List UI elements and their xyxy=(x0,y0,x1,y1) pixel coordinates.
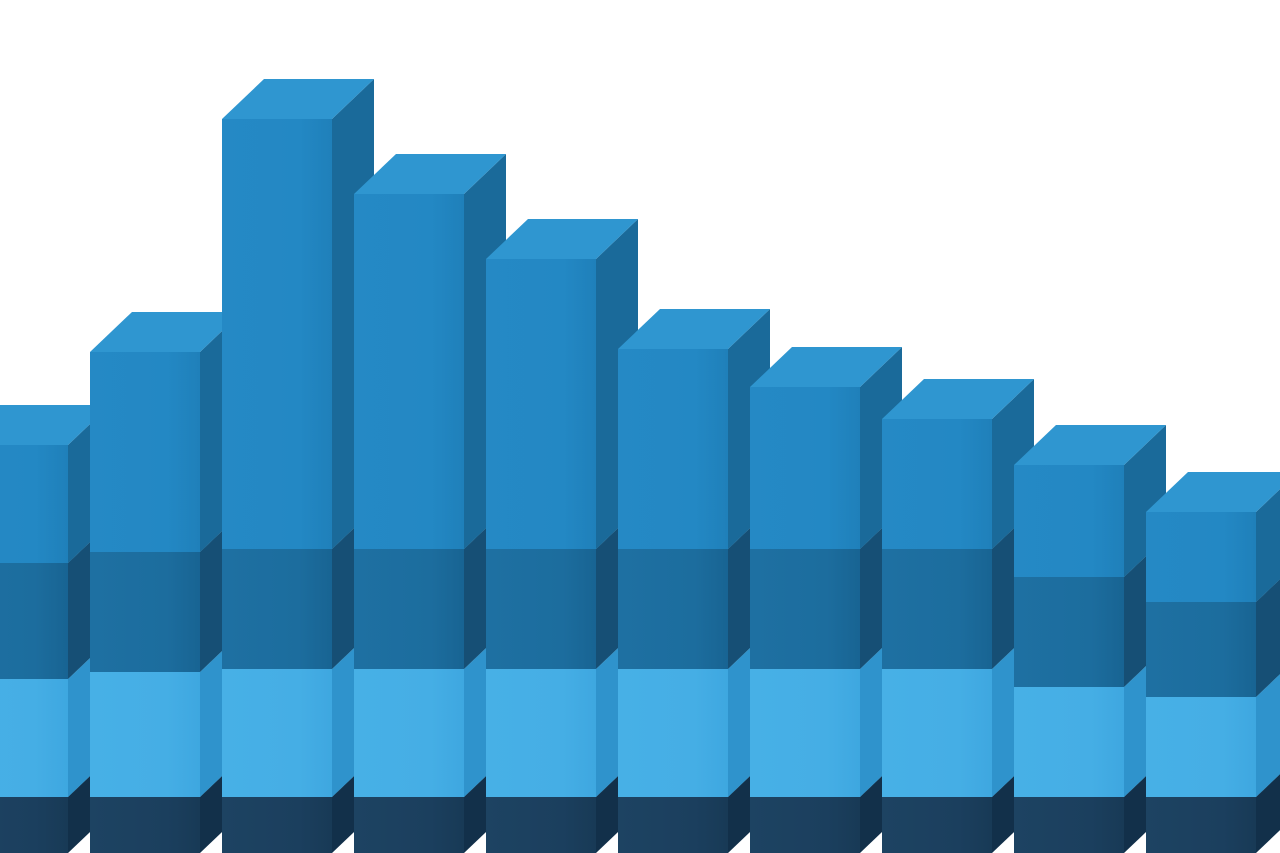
bar-front-face[interactable] xyxy=(0,563,68,679)
bar-segment[interactable] xyxy=(1146,472,1280,602)
bar-front-face[interactable] xyxy=(90,672,200,797)
bar-front-face[interactable] xyxy=(90,797,200,853)
bar-side-face[interactable] xyxy=(1256,657,1280,797)
bar-front-face[interactable] xyxy=(222,119,332,549)
bar-front-face[interactable] xyxy=(222,549,332,669)
bar-top-face[interactable] xyxy=(618,309,770,349)
bar-front-face[interactable] xyxy=(222,797,332,853)
bar-front-face[interactable] xyxy=(0,679,68,797)
bar-top-face[interactable] xyxy=(354,154,506,194)
bar-top-face[interactable] xyxy=(0,405,110,445)
bar-top-face[interactable] xyxy=(1146,472,1280,512)
bar-front-face[interactable] xyxy=(618,669,728,797)
bar-front-face[interactable] xyxy=(1014,797,1124,853)
bar-front-face[interactable] xyxy=(354,549,464,669)
bar-front-face[interactable] xyxy=(486,797,596,853)
bar-front-face[interactable] xyxy=(1014,577,1124,687)
bar-top-face[interactable] xyxy=(486,219,638,259)
bar-column-5[interactable] xyxy=(486,219,638,853)
bar-front-face[interactable] xyxy=(1014,687,1124,797)
bar-front-face[interactable] xyxy=(1146,697,1256,797)
bar-front-face[interactable] xyxy=(750,549,860,669)
bar-segment[interactable] xyxy=(882,379,1034,549)
bar-column-4[interactable] xyxy=(354,154,506,853)
bar-side-face[interactable] xyxy=(1256,757,1280,853)
bar-front-face[interactable] xyxy=(750,797,860,853)
bar-front-face[interactable] xyxy=(90,552,200,672)
bar-front-face[interactable] xyxy=(1014,465,1124,577)
bar-column-10[interactable] xyxy=(1146,472,1280,853)
bar-front-face[interactable] xyxy=(486,669,596,797)
bar-front-face[interactable] xyxy=(486,259,596,549)
bar-column-3[interactable] xyxy=(222,79,374,853)
bar-front-face[interactable] xyxy=(618,549,728,669)
bar-top-face[interactable] xyxy=(750,347,902,387)
bar-front-face[interactable] xyxy=(618,349,728,549)
bar-front-face[interactable] xyxy=(354,669,464,797)
bar-front-face[interactable] xyxy=(882,419,992,549)
bar-column-9[interactable] xyxy=(1014,425,1166,853)
bar-segment[interactable] xyxy=(750,347,902,549)
bar-column-6[interactable] xyxy=(618,309,770,853)
bar-front-face[interactable] xyxy=(750,387,860,549)
bar-segment[interactable] xyxy=(222,79,374,549)
bar-front-face[interactable] xyxy=(354,194,464,549)
bar-segment[interactable] xyxy=(486,219,638,549)
bar-top-face[interactable] xyxy=(222,79,374,119)
bar-segment[interactable] xyxy=(354,154,506,549)
bar-front-face[interactable] xyxy=(1146,797,1256,853)
bar-front-face[interactable] xyxy=(750,669,860,797)
bars-group xyxy=(0,79,1280,853)
bar-front-face[interactable] xyxy=(618,797,728,853)
bar-front-face[interactable] xyxy=(0,445,68,563)
bar-front-face[interactable] xyxy=(0,797,68,853)
bar-side-face[interactable] xyxy=(1256,562,1280,697)
bar-front-face[interactable] xyxy=(1146,602,1256,697)
bar-segment[interactable] xyxy=(1014,425,1166,577)
bar-top-face[interactable] xyxy=(1014,425,1166,465)
bar-top-face[interactable] xyxy=(882,379,1034,419)
bar-front-face[interactable] xyxy=(354,797,464,853)
bar-front-face[interactable] xyxy=(486,549,596,669)
bar-side-face[interactable] xyxy=(1256,472,1280,602)
bar-front-face[interactable] xyxy=(882,669,992,797)
bar-column-7[interactable] xyxy=(750,347,902,853)
bar-segment[interactable] xyxy=(618,309,770,549)
bar-front-face[interactable] xyxy=(90,352,200,552)
bar-front-face[interactable] xyxy=(882,797,992,853)
bar-front-face[interactable] xyxy=(1146,512,1256,602)
bar-front-face[interactable] xyxy=(222,669,332,797)
bar-segment[interactable] xyxy=(90,312,242,552)
bar-top-face[interactable] xyxy=(90,312,242,352)
bar-column-2[interactable] xyxy=(90,312,242,853)
bar-front-face[interactable] xyxy=(882,549,992,669)
bar-column-8[interactable] xyxy=(882,379,1034,853)
